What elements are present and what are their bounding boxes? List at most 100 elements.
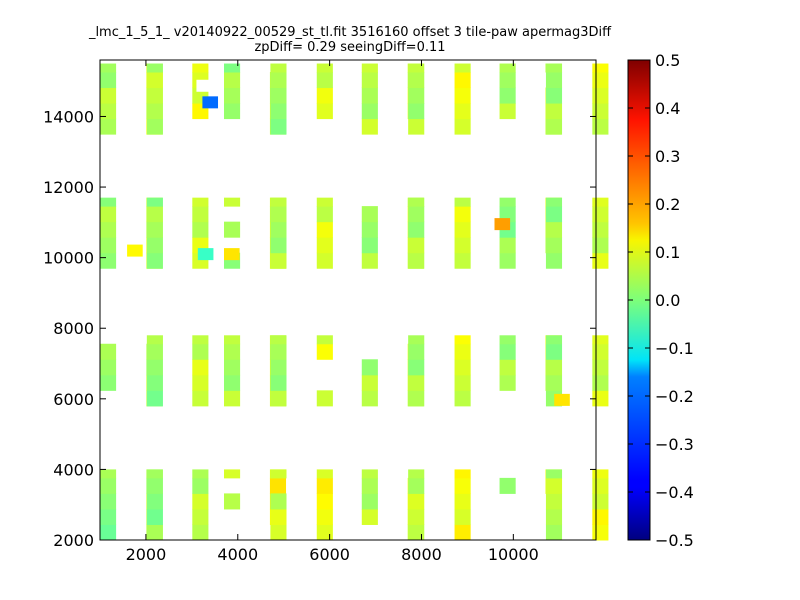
heatmap-cell bbox=[146, 343, 163, 360]
heatmap-cell bbox=[454, 477, 471, 494]
heatmap-cell bbox=[270, 118, 287, 135]
colorbar-tick-label: −0.2 bbox=[655, 387, 694, 406]
heatmap-cell bbox=[361, 221, 378, 238]
heatmap-cell bbox=[100, 221, 117, 238]
heatmap-cell bbox=[316, 335, 333, 345]
heatmap-cell bbox=[270, 237, 287, 254]
colorbar-tick-label: 0.2 bbox=[655, 195, 680, 214]
heatmap-cell bbox=[316, 524, 333, 541]
heatmap-cell bbox=[408, 197, 425, 207]
outlier-cell bbox=[494, 218, 511, 231]
heatmap-cell bbox=[361, 477, 378, 494]
heatmap-cell bbox=[100, 206, 117, 223]
heatmap-cell bbox=[454, 63, 471, 73]
heatmap-cell bbox=[316, 493, 333, 510]
heatmap-cell bbox=[592, 508, 609, 525]
heatmap-cell bbox=[545, 197, 563, 207]
heatmap-cell bbox=[499, 252, 516, 269]
heatmap-cell bbox=[592, 343, 609, 360]
heatmap-cell bbox=[408, 335, 425, 345]
heatmap-cell bbox=[146, 206, 163, 223]
heatmap-cell bbox=[361, 72, 378, 89]
heatmap-cell bbox=[592, 72, 609, 89]
heatmap-cell bbox=[100, 72, 117, 89]
heatmap-cell bbox=[408, 508, 425, 525]
outlier-cell bbox=[127, 244, 143, 257]
heatmap-cell bbox=[361, 87, 378, 104]
heatmap-cell bbox=[499, 72, 516, 89]
heatmap-cell bbox=[361, 508, 378, 525]
heatmap-cell bbox=[408, 390, 425, 407]
heatmap-cell bbox=[270, 206, 287, 223]
colorbar-tick-label: 0.1 bbox=[655, 243, 680, 262]
heatmap-cell bbox=[316, 343, 333, 360]
heatmap-cell bbox=[224, 374, 241, 391]
heatmap-cell bbox=[224, 343, 241, 360]
outlier-cell bbox=[554, 393, 570, 406]
heatmap-cell bbox=[454, 221, 471, 238]
x-tick-label: 6000 bbox=[309, 545, 350, 564]
heatmap-cell bbox=[270, 524, 287, 541]
heatmap-cell bbox=[224, 87, 241, 104]
heatmap-cell bbox=[146, 493, 163, 510]
heatmap-cell bbox=[270, 221, 287, 238]
axis-ticks: 2000 4000 6000 8000 10000 2000 4000 6000 8000 100… bbox=[43, 60, 596, 564]
heatmap-cell bbox=[224, 63, 241, 73]
heatmap-cell bbox=[224, 221, 241, 238]
heatmap-cell bbox=[408, 118, 425, 135]
heatmap-cell bbox=[192, 508, 209, 525]
heatmap-cell bbox=[454, 87, 471, 104]
heatmap-cell bbox=[545, 237, 563, 254]
heatmap-cell bbox=[499, 374, 516, 391]
colorbar-tick-label: −0.5 bbox=[655, 531, 694, 550]
heatmap-cell bbox=[408, 374, 425, 391]
y-tick-label: 4000 bbox=[53, 460, 94, 479]
heatmap-cell bbox=[408, 343, 425, 360]
heatmap-cell bbox=[316, 390, 333, 407]
heatmap-cell bbox=[361, 469, 378, 479]
heatmap-cell bbox=[454, 374, 471, 391]
heatmap-cell bbox=[146, 524, 163, 541]
heatmap-cell bbox=[224, 469, 241, 479]
colorbar-tick-label: −0.3 bbox=[655, 435, 694, 454]
heatmap-cell bbox=[545, 206, 563, 223]
heatmap-cell bbox=[270, 343, 287, 360]
heatmap-cell bbox=[192, 374, 209, 391]
heatmap-cell bbox=[100, 469, 117, 479]
heatmap-cell bbox=[100, 252, 117, 269]
heatmap-cell bbox=[361, 252, 378, 269]
heatmap-cell bbox=[100, 63, 117, 73]
heatmap-cell bbox=[545, 87, 563, 104]
colorbar-tick-label: 0.3 bbox=[655, 147, 680, 166]
colorbar-tick-label: 0.5 bbox=[655, 51, 680, 70]
heatmap-cell bbox=[454, 359, 471, 376]
heatmap-cell bbox=[545, 252, 563, 269]
heatmap-cell bbox=[100, 374, 117, 391]
heatmap-cell bbox=[146, 469, 163, 479]
heatmap-cell bbox=[545, 343, 563, 360]
x-tick-label: 10000 bbox=[488, 545, 539, 564]
heatmap-cell bbox=[454, 469, 471, 479]
heatmap-cell bbox=[100, 237, 117, 254]
heatmap-cell bbox=[192, 359, 209, 376]
heatmap-cell bbox=[499, 343, 516, 360]
x-tick-label: 4000 bbox=[217, 545, 258, 564]
heatmap-cell bbox=[545, 103, 563, 120]
heatmap-cell bbox=[270, 197, 287, 207]
heatmap-cell bbox=[592, 374, 609, 391]
heatmap-cell bbox=[316, 206, 333, 223]
heatmap-cell bbox=[592, 359, 609, 376]
heatmap-cell bbox=[224, 390, 241, 407]
heatmap-cell bbox=[146, 359, 163, 376]
heatmap-cell bbox=[100, 524, 117, 541]
heatmap-cell bbox=[454, 524, 471, 541]
heatmap-cell bbox=[146, 103, 163, 120]
heatmap-cell bbox=[454, 335, 471, 345]
heatmap-cell bbox=[592, 477, 609, 494]
heatmap-cell bbox=[408, 359, 425, 376]
heatmap-cell bbox=[316, 508, 333, 525]
heatmap-cell bbox=[100, 103, 117, 120]
heatmap-cell bbox=[146, 87, 163, 104]
colorbar-tick-label: 0.4 bbox=[655, 99, 680, 118]
heatmap-cell bbox=[408, 72, 425, 89]
